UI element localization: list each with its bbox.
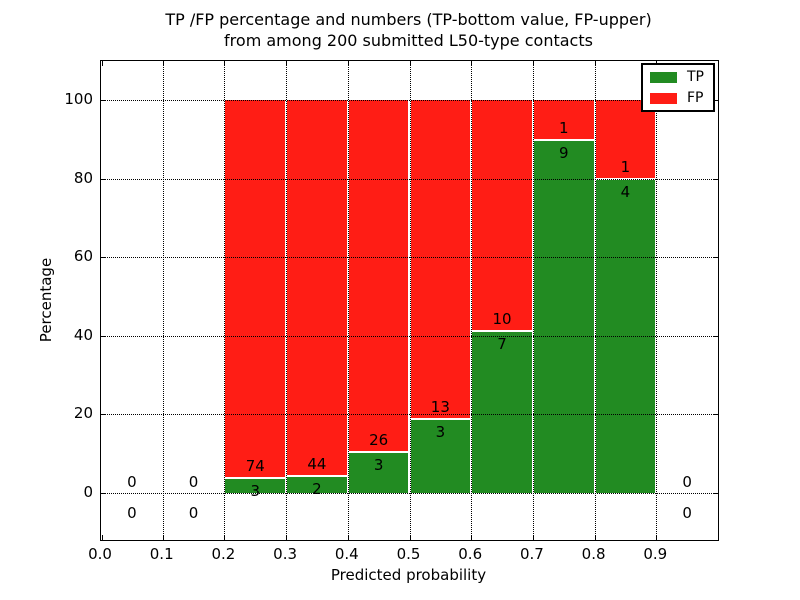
y-tick-mark xyxy=(101,335,106,337)
y-tick-mark xyxy=(101,178,106,180)
tick-marks-layer xyxy=(101,61,718,540)
x-tick-mark xyxy=(101,535,103,540)
tp-count-label: 3 xyxy=(250,481,261,500)
tp-count-label: 0 xyxy=(127,503,137,522)
bar-segment-fp xyxy=(595,100,656,178)
fp-count-label: 0 xyxy=(682,472,692,491)
x-tick-label: 0.2 xyxy=(211,545,236,563)
y-tick-label: 40 xyxy=(73,325,93,344)
legend-label: TP xyxy=(687,69,704,85)
y-tick-mark xyxy=(713,257,718,259)
bar-segment-fp xyxy=(410,100,471,419)
x-tick-label: 0.3 xyxy=(273,545,298,563)
plot-area: 0 0 0 0 74 3 44 2 26 3 13 3 10 7 1 9 1 4 0 0 TP FP xyxy=(100,60,719,541)
x-tick-mark xyxy=(347,535,349,540)
bar-segment-tp xyxy=(533,140,594,493)
y-tick-mark xyxy=(101,492,106,494)
bar-count-labels-layer: 0 0 0 0 74 3 44 2 26 3 13 3 10 7 1 9 1 4 0 0 xyxy=(101,61,718,540)
fp-count-label: 44 xyxy=(307,454,327,473)
y-tick-mark xyxy=(101,414,106,416)
x-tick-label: 0.0 xyxy=(88,545,112,563)
y-tick-label: 0 xyxy=(83,482,93,501)
x-tick-mark xyxy=(656,535,658,540)
x-tick-label: 0.9 xyxy=(643,545,668,563)
tp-count-label: 7 xyxy=(497,335,507,354)
x-tick-label: 0.8 xyxy=(581,545,606,563)
fp-count-label: 0 xyxy=(188,472,199,491)
x-tick-mark xyxy=(162,535,164,540)
fp-count-label: 26 xyxy=(369,431,389,450)
tp-count-label: 3 xyxy=(373,456,384,475)
fp-count-label: 74 xyxy=(245,456,265,475)
x-axis-label: Predicted probability xyxy=(330,566,487,584)
tp-count-label: 0 xyxy=(682,503,692,522)
x-tick-mark xyxy=(409,61,411,66)
tp-count-label: 4 xyxy=(620,182,631,201)
x-tick-mark xyxy=(532,535,534,540)
x-tick-mark xyxy=(471,61,473,66)
x-tick-label: 0.5 xyxy=(396,545,421,563)
chart-title-line1: TP /FP percentage and numbers (TP-bottom… xyxy=(165,10,652,29)
y-tick-label: 20 xyxy=(73,404,93,423)
y-tick-mark xyxy=(713,492,718,494)
x-tick-mark xyxy=(224,535,226,540)
fp-count-label: 13 xyxy=(430,398,450,417)
legend: TP FP xyxy=(641,63,715,112)
legend-entry: FP xyxy=(650,91,704,105)
y-tick-mark xyxy=(101,100,106,102)
x-tick-mark xyxy=(286,61,288,66)
x-tick-label: 0.7 xyxy=(519,545,544,563)
fp-count-label: 1 xyxy=(558,118,569,137)
x-tick-mark xyxy=(101,61,103,66)
y-tick-mark xyxy=(713,335,718,337)
y-tick-mark xyxy=(101,257,106,259)
bar-segment-fp xyxy=(472,100,532,331)
x-tick-mark xyxy=(162,61,164,66)
fp-count-label: 1 xyxy=(620,157,631,176)
legend-swatch-fp xyxy=(650,92,677,104)
bar-segment-fp xyxy=(287,100,347,475)
x-tick-mark xyxy=(347,61,349,66)
fp-count-label: 10 xyxy=(492,310,512,329)
x-tick-mark xyxy=(532,61,534,66)
x-tick-mark xyxy=(286,535,288,540)
x-tick-mark xyxy=(409,535,411,540)
legend-label: FP xyxy=(687,90,704,106)
tp-count-label: 3 xyxy=(435,423,446,442)
y-tick-label: 100 xyxy=(64,90,93,109)
legend-entry: TP xyxy=(650,70,704,84)
bar-segment-tp xyxy=(287,476,347,493)
x-tick-mark xyxy=(224,61,226,66)
x-tick-mark xyxy=(594,61,596,66)
x-tick-label: 0.4 xyxy=(334,545,359,563)
bar-segment-tp xyxy=(472,332,532,493)
bar-segment-fp xyxy=(225,100,286,477)
chart-title-line2: from among 200 submitted L50-type contac… xyxy=(224,31,593,50)
x-tick-label: 0.1 xyxy=(149,545,174,563)
tp-count-label: 2 xyxy=(312,479,322,498)
bar-segment-tp xyxy=(410,420,471,493)
x-tick-label: 0.6 xyxy=(458,545,483,563)
legend-swatch-tp xyxy=(650,71,677,83)
bar-segment-fp xyxy=(533,100,594,139)
y-tick-label: 80 xyxy=(73,168,93,187)
y-tick-mark xyxy=(713,178,718,180)
y-axis-label: Percentage xyxy=(37,257,55,343)
bar-segment-tp xyxy=(225,478,286,493)
y-tick-label: 60 xyxy=(73,247,93,266)
x-tick-mark xyxy=(594,535,596,540)
y-tick-mark xyxy=(713,414,718,416)
tp-count-label: 9 xyxy=(558,143,569,162)
x-tick-mark xyxy=(471,535,473,540)
tp-count-label: 0 xyxy=(188,503,199,522)
bar-segment-tp xyxy=(348,453,409,493)
fp-count-label: 0 xyxy=(127,472,137,491)
bar-segment-fp xyxy=(348,100,409,452)
